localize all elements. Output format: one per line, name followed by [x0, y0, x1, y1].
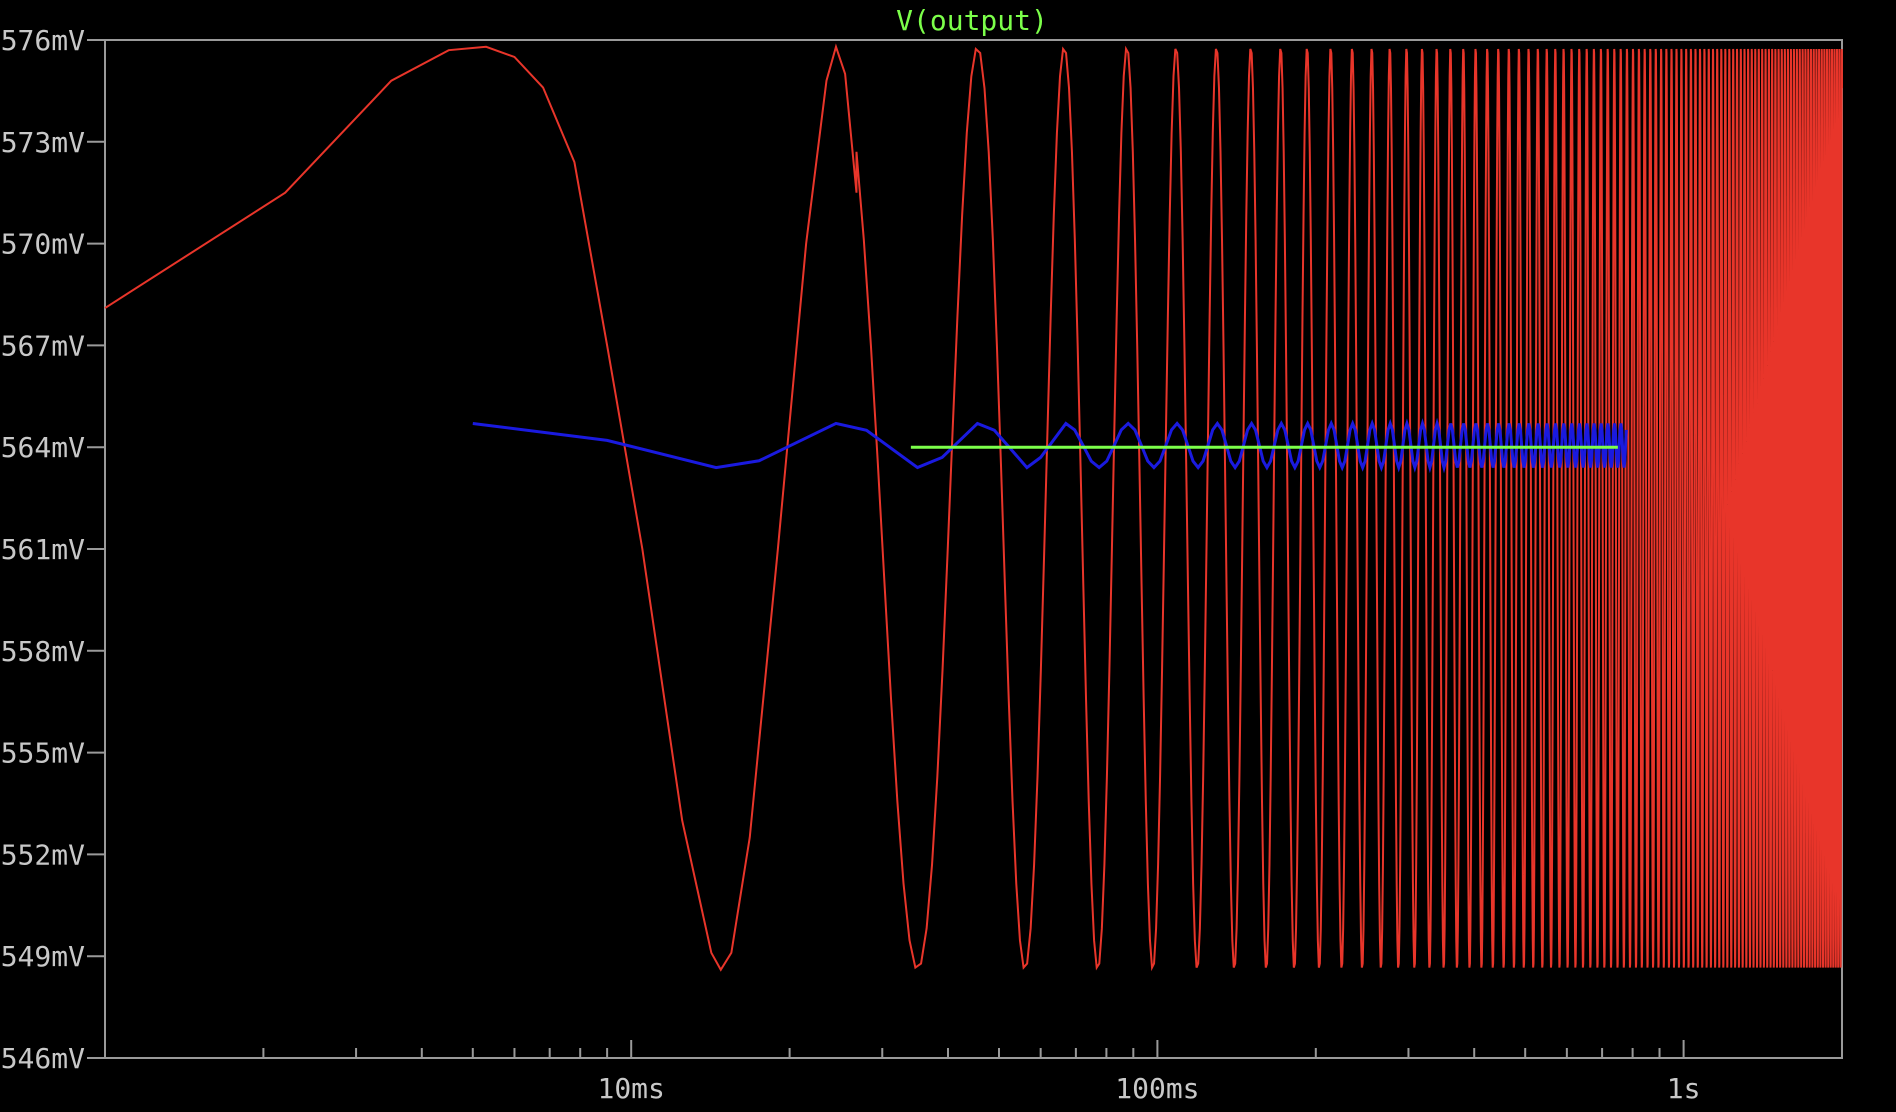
- chart-title: V(output): [896, 4, 1048, 37]
- x-axis: 10ms 100ms 1s: [262, 1040, 1843, 1105]
- y-tick-label: 567mV: [1, 329, 85, 362]
- y-tick-label: 561mV: [1, 533, 85, 566]
- series-blue: [472, 417, 1628, 474]
- y-tick-label: 558mV: [1, 635, 85, 668]
- y-tick-label: 570mV: [1, 228, 85, 261]
- x-tick-label: 100ms: [1115, 1072, 1199, 1105]
- series-layer: [104, 43, 1843, 972]
- y-tick-label: 549mV: [1, 940, 85, 973]
- x-tick-label: 1s: [1667, 1072, 1701, 1105]
- y-tick-label: 576mV: [1, 24, 85, 57]
- y-tick-label: 552mV: [1, 838, 85, 871]
- y-tick-label: 546mV: [1, 1042, 85, 1075]
- series-red-chirp: [104, 43, 1843, 972]
- y-axis: 576mV 573mV 570mV 567mV 564mV 561mV 558mV 555mV…: [1, 24, 105, 1075]
- x-tick-label: 10ms: [597, 1072, 664, 1105]
- y-tick-label: 555mV: [1, 737, 85, 770]
- y-tick-label: 573mV: [1, 126, 85, 159]
- y-tick-label: 564mV: [1, 431, 85, 464]
